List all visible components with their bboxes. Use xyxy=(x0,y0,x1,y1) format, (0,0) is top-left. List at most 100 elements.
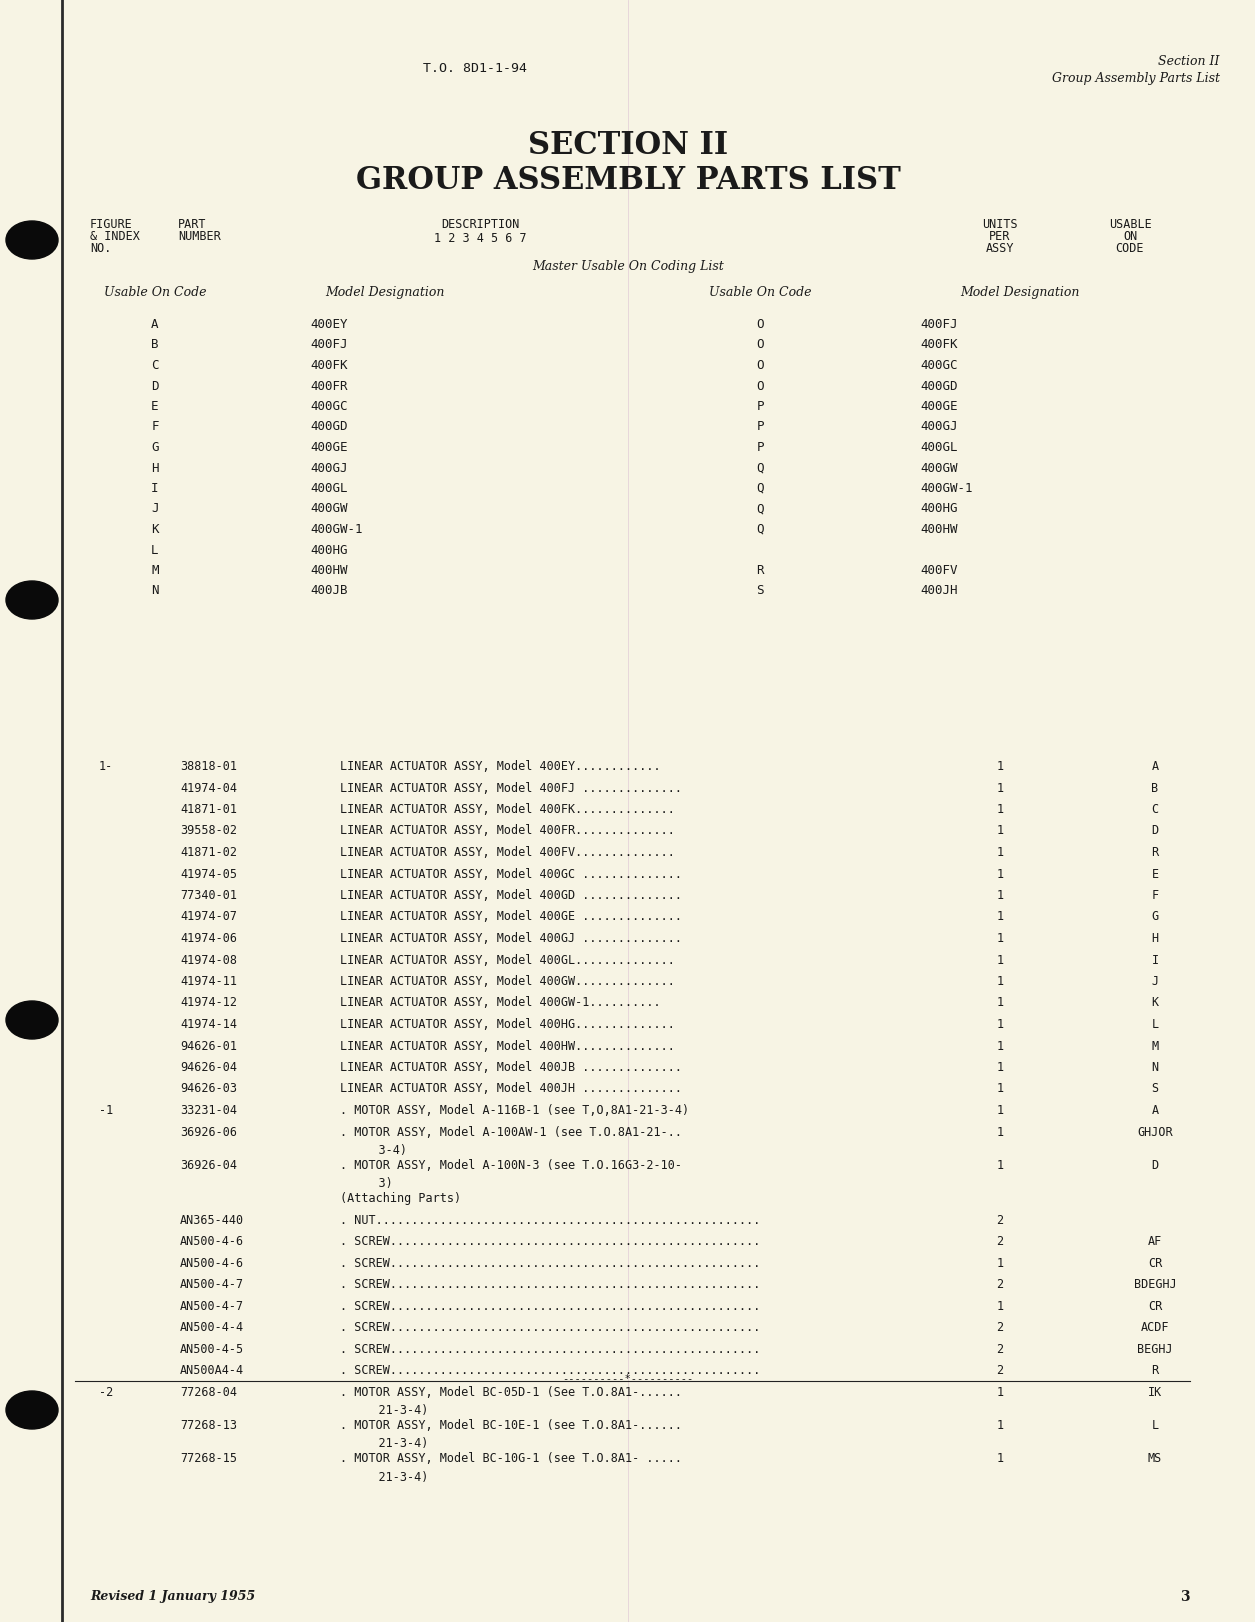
Text: 41974-06: 41974-06 xyxy=(179,933,237,946)
Text: 2: 2 xyxy=(996,1234,1004,1249)
Text: 2: 2 xyxy=(996,1322,1004,1335)
Text: NUMBER: NUMBER xyxy=(178,230,221,243)
Text: G: G xyxy=(1151,910,1158,923)
Text: 400GE: 400GE xyxy=(920,401,958,414)
Ellipse shape xyxy=(6,1001,58,1040)
Text: 400JH: 400JH xyxy=(920,584,958,597)
Text: 400GW: 400GW xyxy=(310,503,348,516)
Ellipse shape xyxy=(6,221,58,260)
Text: . MOTOR ASSY, Model BC-10E-1 (see T.O.8A1-......: . MOTOR ASSY, Model BC-10E-1 (see T.O.8A… xyxy=(340,1419,681,1432)
Text: 400GJ: 400GJ xyxy=(920,420,958,433)
Text: ASSY: ASSY xyxy=(985,242,1014,255)
Text: 21-3-4): 21-3-4) xyxy=(350,1405,428,1418)
Text: I: I xyxy=(152,482,158,495)
Text: MS: MS xyxy=(1148,1452,1162,1465)
Text: LINEAR ACTUATOR ASSY, Model 400EY............: LINEAR ACTUATOR ASSY, Model 400EY.......… xyxy=(340,761,660,774)
Text: 1: 1 xyxy=(996,975,1004,988)
Text: 36926-06: 36926-06 xyxy=(179,1126,237,1139)
Text: . SCREW....................................................: . SCREW.................................… xyxy=(340,1322,761,1335)
Text: A: A xyxy=(1151,1105,1158,1118)
Text: O: O xyxy=(757,318,764,331)
Text: 400GC: 400GC xyxy=(310,401,348,414)
Text: E: E xyxy=(1151,868,1158,881)
Text: Q: Q xyxy=(757,462,764,475)
Text: LINEAR ACTUATOR ASSY, Model 400JB ..............: LINEAR ACTUATOR ASSY, Model 400JB ......… xyxy=(340,1061,681,1074)
Text: 400GL: 400GL xyxy=(920,441,958,454)
Text: LINEAR ACTUATOR ASSY, Model 400GW..............: LINEAR ACTUATOR ASSY, Model 400GW.......… xyxy=(340,975,675,988)
Text: BDEGHJ: BDEGHJ xyxy=(1133,1278,1176,1291)
Text: Usable On Code: Usable On Code xyxy=(709,285,811,298)
Text: 400GW-1: 400GW-1 xyxy=(920,482,973,495)
Text: USABLE: USABLE xyxy=(1108,217,1151,230)
Text: Usable On Code: Usable On Code xyxy=(104,285,206,298)
Text: 400JB: 400JB xyxy=(310,584,348,597)
Text: LINEAR ACTUATOR ASSY, Model 400FV..............: LINEAR ACTUATOR ASSY, Model 400FV.......… xyxy=(340,847,675,860)
Text: J: J xyxy=(1151,975,1158,988)
Text: L: L xyxy=(152,543,158,556)
Text: 41974-12: 41974-12 xyxy=(179,996,237,1009)
Text: LINEAR ACTUATOR ASSY, Model 400HG..............: LINEAR ACTUATOR ASSY, Model 400HG.......… xyxy=(340,1019,675,1032)
Text: 1: 1 xyxy=(996,1299,1004,1312)
Text: 1: 1 xyxy=(996,889,1004,902)
Text: 1: 1 xyxy=(996,1385,1004,1398)
Text: 1: 1 xyxy=(996,996,1004,1009)
Text: CR: CR xyxy=(1148,1299,1162,1312)
Text: LINEAR ACTUATOR ASSY, Model 400GC ..............: LINEAR ACTUATOR ASSY, Model 400GC ......… xyxy=(340,868,681,881)
Text: 39558-02: 39558-02 xyxy=(179,824,237,837)
Text: 400FK: 400FK xyxy=(310,358,348,371)
Text: 1: 1 xyxy=(996,933,1004,946)
Text: BEGHJ: BEGHJ xyxy=(1137,1343,1173,1356)
Text: A: A xyxy=(152,318,158,331)
Text: 33231-04: 33231-04 xyxy=(179,1105,237,1118)
Text: 1-: 1- xyxy=(99,761,113,774)
Text: E: E xyxy=(152,401,158,414)
Text: 94626-04: 94626-04 xyxy=(179,1061,237,1074)
Text: 41974-07: 41974-07 xyxy=(179,910,237,923)
Text: P: P xyxy=(757,401,764,414)
Text: 1: 1 xyxy=(996,824,1004,837)
Text: . SCREW....................................................: . SCREW.................................… xyxy=(340,1343,761,1356)
Text: LINEAR ACTUATOR ASSY, Model 400GE ..............: LINEAR ACTUATOR ASSY, Model 400GE ......… xyxy=(340,910,681,923)
Text: R: R xyxy=(1151,847,1158,860)
Text: 1: 1 xyxy=(996,1040,1004,1053)
Text: LINEAR ACTUATOR ASSY, Model 400GL..............: LINEAR ACTUATOR ASSY, Model 400GL.......… xyxy=(340,954,675,967)
Text: Group Assembly Parts List: Group Assembly Parts List xyxy=(1052,71,1220,84)
Text: D: D xyxy=(1151,824,1158,837)
Text: ON: ON xyxy=(1123,230,1137,243)
Text: 1: 1 xyxy=(996,1452,1004,1465)
Text: 1: 1 xyxy=(996,1126,1004,1139)
Text: LINEAR ACTUATOR ASSY, Model 400FR..............: LINEAR ACTUATOR ASSY, Model 400FR.......… xyxy=(340,824,675,837)
Text: S: S xyxy=(757,584,764,597)
Text: SECTION II: SECTION II xyxy=(528,130,728,161)
Text: 1: 1 xyxy=(996,847,1004,860)
Text: 1: 1 xyxy=(996,954,1004,967)
Text: 36926-04: 36926-04 xyxy=(179,1158,237,1171)
Text: AN500A4-4: AN500A4-4 xyxy=(179,1364,245,1377)
Text: 400GW-1: 400GW-1 xyxy=(310,522,363,535)
Text: Model Designation: Model Designation xyxy=(960,285,1079,298)
Text: 2: 2 xyxy=(996,1278,1004,1291)
Text: H: H xyxy=(1151,933,1158,946)
Text: . SCREW....................................................: . SCREW.................................… xyxy=(340,1299,761,1312)
Text: Model Designation: Model Designation xyxy=(325,285,444,298)
Text: R: R xyxy=(1151,1364,1158,1377)
Text: 41974-14: 41974-14 xyxy=(179,1019,237,1032)
Text: LINEAR ACTUATOR ASSY, Model 400GD ..............: LINEAR ACTUATOR ASSY, Model 400GD ......… xyxy=(340,889,681,902)
Text: O: O xyxy=(757,380,764,393)
Text: 400FJ: 400FJ xyxy=(920,318,958,331)
Text: LINEAR ACTUATOR ASSY, Model 400HW..............: LINEAR ACTUATOR ASSY, Model 400HW.......… xyxy=(340,1040,675,1053)
Text: 3: 3 xyxy=(1181,1590,1190,1604)
Text: 400GD: 400GD xyxy=(920,380,958,393)
Text: P: P xyxy=(757,441,764,454)
Text: Master Usable On Coding List: Master Usable On Coding List xyxy=(532,260,724,272)
Text: 1: 1 xyxy=(996,1061,1004,1074)
Text: 94626-01: 94626-01 xyxy=(179,1040,237,1053)
Text: 3): 3) xyxy=(350,1178,393,1191)
Text: F: F xyxy=(1151,889,1158,902)
Text: D: D xyxy=(152,380,158,393)
Text: 1 2 3 4 5 6 7: 1 2 3 4 5 6 7 xyxy=(434,232,526,245)
Text: J: J xyxy=(152,503,158,516)
Text: 400GC: 400GC xyxy=(920,358,958,371)
Text: M: M xyxy=(152,564,158,577)
Text: FIGURE: FIGURE xyxy=(90,217,133,230)
